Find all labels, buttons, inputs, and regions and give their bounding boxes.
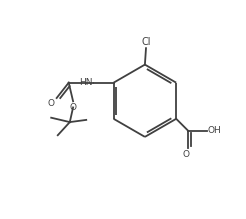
Text: O: O bbox=[183, 150, 190, 159]
Text: HN: HN bbox=[79, 78, 92, 87]
Text: O: O bbox=[70, 103, 77, 112]
Text: O: O bbox=[47, 99, 54, 108]
Text: OH: OH bbox=[208, 126, 222, 135]
Text: Cl: Cl bbox=[141, 37, 151, 47]
